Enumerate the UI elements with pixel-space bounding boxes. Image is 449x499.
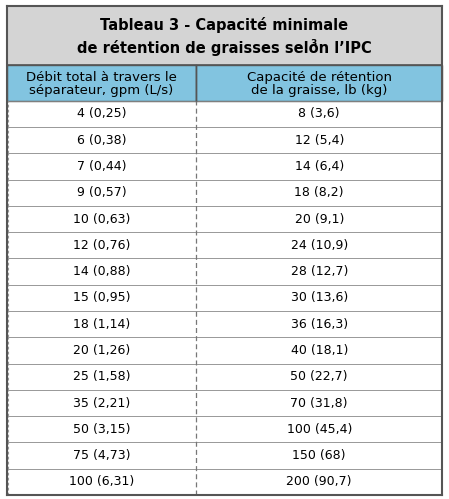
Bar <box>196 390 442 416</box>
Bar <box>196 416 442 443</box>
Text: 24 (10,9): 24 (10,9) <box>291 239 348 252</box>
Text: 40 (18,1): 40 (18,1) <box>291 344 348 357</box>
Text: 7 (0,44): 7 (0,44) <box>77 160 126 173</box>
Text: 200 (90,7): 200 (90,7) <box>286 476 352 489</box>
Bar <box>196 127 442 153</box>
Bar <box>7 232 196 258</box>
Bar <box>7 364 196 390</box>
Text: 20 (1,26): 20 (1,26) <box>73 344 130 357</box>
Bar <box>7 206 196 232</box>
Bar <box>7 285 196 311</box>
Bar <box>196 364 442 390</box>
Bar <box>196 232 442 258</box>
Bar <box>7 180 196 206</box>
Bar <box>7 6 442 65</box>
Bar <box>7 258 196 285</box>
Text: 100 (6,31): 100 (6,31) <box>69 476 134 489</box>
Bar <box>7 65 196 101</box>
Text: Tableau 3 - Capacité minimale: Tableau 3 - Capacité minimale <box>101 17 348 33</box>
Text: 10 (0,63): 10 (0,63) <box>73 213 130 226</box>
Bar <box>196 206 442 232</box>
Bar <box>196 311 442 337</box>
Text: 20 (9,1): 20 (9,1) <box>295 213 344 226</box>
Text: 30 (13,6): 30 (13,6) <box>291 291 348 304</box>
Bar <box>7 153 196 180</box>
Bar <box>7 443 196 469</box>
Text: Débit total à travers le: Débit total à travers le <box>26 70 177 84</box>
Bar <box>7 390 196 416</box>
Text: 28 (12,7): 28 (12,7) <box>291 265 348 278</box>
Bar <box>196 153 442 180</box>
Text: 3: 3 <box>311 39 317 48</box>
Text: 50 (3,15): 50 (3,15) <box>73 423 130 436</box>
Text: 75 (4,73): 75 (4,73) <box>73 449 130 462</box>
Text: 8 (3,6): 8 (3,6) <box>299 107 340 120</box>
Text: Capacité de rétention: Capacité de rétention <box>247 70 392 84</box>
Text: 9 (0,57): 9 (0,57) <box>77 186 126 199</box>
Bar <box>196 443 442 469</box>
Text: 25 (1,58): 25 (1,58) <box>73 370 130 383</box>
Text: 6 (0,38): 6 (0,38) <box>77 134 126 147</box>
Text: 12 (5,4): 12 (5,4) <box>295 134 344 147</box>
Bar <box>196 469 442 495</box>
Bar <box>7 101 196 127</box>
Bar <box>7 337 196 364</box>
Bar <box>7 127 196 153</box>
Text: 36 (16,3): 36 (16,3) <box>291 318 348 331</box>
Text: de la graisse, lb (kg): de la graisse, lb (kg) <box>251 84 387 97</box>
Text: 4 (0,25): 4 (0,25) <box>77 107 126 120</box>
Text: de rétention de graisses selon l’IPC: de rétention de graisses selon l’IPC <box>77 40 372 56</box>
Text: 15 (0,95): 15 (0,95) <box>73 291 130 304</box>
Text: 150 (68): 150 (68) <box>292 449 346 462</box>
Bar <box>7 469 196 495</box>
Text: 100 (45,4): 100 (45,4) <box>286 423 352 436</box>
Text: séparateur, gpm (L/s): séparateur, gpm (L/s) <box>29 84 174 97</box>
Text: 70 (31,8): 70 (31,8) <box>291 397 348 410</box>
Bar <box>196 101 442 127</box>
Text: 18 (1,14): 18 (1,14) <box>73 318 130 331</box>
Text: 14 (6,4): 14 (6,4) <box>295 160 344 173</box>
Bar <box>7 311 196 337</box>
Bar <box>196 337 442 364</box>
Bar <box>196 180 442 206</box>
Text: 50 (22,7): 50 (22,7) <box>291 370 348 383</box>
Bar <box>196 258 442 285</box>
Bar <box>196 285 442 311</box>
Text: 12 (0,76): 12 (0,76) <box>73 239 130 252</box>
Bar <box>196 65 442 101</box>
Text: 14 (0,88): 14 (0,88) <box>73 265 130 278</box>
Text: 18 (8,2): 18 (8,2) <box>295 186 344 199</box>
Text: 35 (2,21): 35 (2,21) <box>73 397 130 410</box>
Bar <box>7 416 196 443</box>
